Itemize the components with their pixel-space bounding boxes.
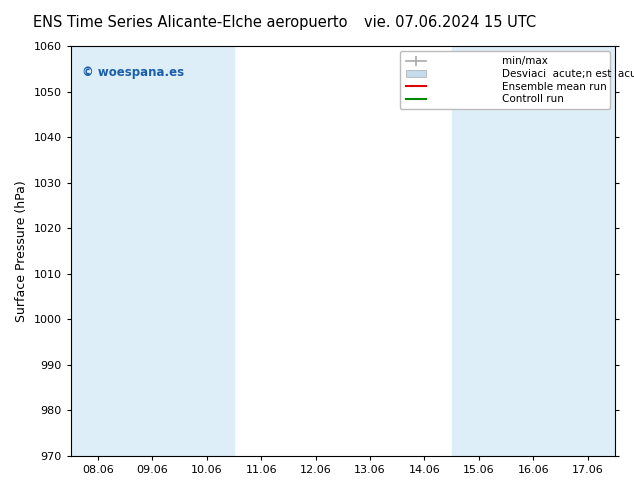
Text: ENS Time Series Alicante-Elche aeropuerto: ENS Time Series Alicante-Elche aeropuert… bbox=[33, 15, 347, 30]
Bar bbox=[125, 46, 179, 456]
Bar bbox=[506, 46, 560, 456]
Y-axis label: Surface Pressure (hPa): Surface Pressure (hPa) bbox=[15, 180, 28, 322]
Text: vie. 07.06.2024 15 UTC: vie. 07.06.2024 15 UTC bbox=[364, 15, 536, 30]
Legend: min/max, Desviaci  acute;n est  acute;ndar, Ensemble mean run, Controll run: min/max, Desviaci acute;n est acute;ndar… bbox=[401, 51, 610, 109]
Bar bbox=[451, 46, 506, 456]
Bar bbox=[179, 46, 234, 456]
Bar bbox=[560, 46, 615, 456]
Text: © woespana.es: © woespana.es bbox=[82, 67, 184, 79]
Bar bbox=[71, 46, 125, 456]
